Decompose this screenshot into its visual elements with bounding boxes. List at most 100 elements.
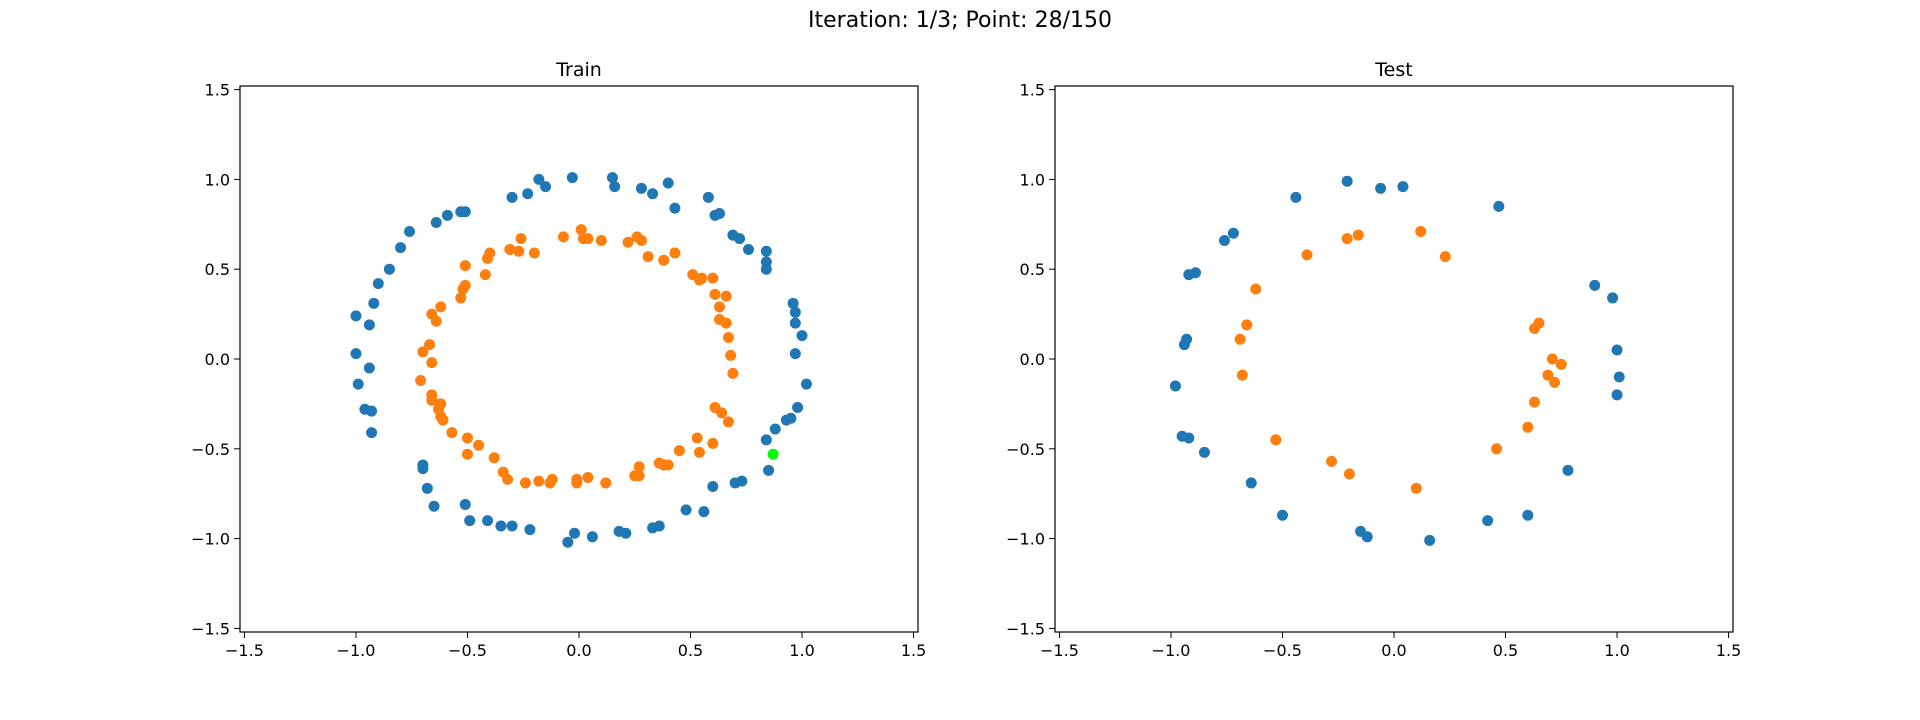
data-point-class-1 bbox=[693, 446, 705, 458]
x-tick-label: −1.0 bbox=[337, 641, 376, 660]
data-point-class-0 bbox=[566, 172, 578, 184]
data-point-class-1 bbox=[1341, 233, 1353, 245]
data-point-class-0 bbox=[459, 498, 471, 510]
data-point-class-1 bbox=[446, 427, 458, 439]
data-point-class-0 bbox=[620, 527, 632, 539]
data-point-class-0 bbox=[540, 181, 552, 193]
data-point-class-1 bbox=[622, 236, 634, 248]
data-point-class-0 bbox=[1397, 181, 1409, 193]
data-point-class-0 bbox=[1613, 371, 1625, 383]
data-point-class-0 bbox=[569, 527, 581, 539]
data-point-class-1 bbox=[582, 233, 594, 245]
data-point-class-1 bbox=[1241, 319, 1253, 331]
data-point-class-0 bbox=[760, 434, 772, 446]
axes-frame bbox=[1054, 85, 1734, 633]
data-point-class-1 bbox=[484, 247, 496, 259]
y-tick-label: 1.0 bbox=[1020, 170, 1045, 189]
data-point-class-0 bbox=[714, 208, 726, 220]
data-point-class-1 bbox=[1522, 421, 1534, 433]
data-point-class-0 bbox=[363, 319, 375, 331]
axes-title: Train bbox=[555, 59, 602, 81]
data-point-class-0 bbox=[1198, 446, 1210, 458]
data-point-class-0 bbox=[421, 482, 433, 494]
data-point-class-0 bbox=[1183, 432, 1195, 444]
x-tick-label: −0.5 bbox=[448, 641, 487, 660]
data-point-class-1 bbox=[691, 432, 703, 444]
data-point-class-1 bbox=[461, 448, 473, 460]
data-point-class-1 bbox=[479, 269, 491, 281]
x-tick-label: 0.5 bbox=[678, 641, 703, 660]
y-tick-label: 0.5 bbox=[205, 260, 230, 279]
data-point-class-0 bbox=[1493, 200, 1505, 212]
data-point-class-0 bbox=[1482, 515, 1494, 527]
data-point-class-0 bbox=[1611, 344, 1623, 356]
axes-frame bbox=[239, 85, 919, 633]
data-point-class-1 bbox=[707, 437, 719, 449]
data-point-class-0 bbox=[586, 531, 598, 543]
y-tick-label: 1.5 bbox=[205, 81, 230, 100]
data-point-class-1 bbox=[707, 272, 719, 284]
data-point-class-0 bbox=[404, 225, 415, 237]
data-point-class-1 bbox=[1270, 434, 1282, 446]
data-point-class-0 bbox=[506, 520, 518, 532]
data-point-class-1 bbox=[727, 367, 739, 379]
data-point-class-1 bbox=[696, 272, 708, 284]
data-point-class-0 bbox=[796, 330, 808, 342]
data-point-class-1 bbox=[1542, 369, 1554, 381]
data-point-class-1 bbox=[722, 416, 734, 428]
data-point-class-1 bbox=[635, 234, 647, 246]
data-point-class-1 bbox=[1533, 317, 1545, 329]
data-point-class-1 bbox=[658, 254, 670, 266]
data-point-class-0 bbox=[1562, 464, 1574, 476]
data-point-class-0 bbox=[680, 504, 692, 516]
data-point-class-0 bbox=[1522, 509, 1534, 521]
y-tick-label: −1.5 bbox=[191, 619, 230, 638]
data-point-class-0 bbox=[363, 362, 375, 374]
data-point-class-1 bbox=[1491, 443, 1503, 455]
data-point-class-0 bbox=[760, 263, 772, 275]
data-point-class-0 bbox=[763, 464, 775, 476]
x-tick-label: 0.0 bbox=[566, 641, 591, 660]
data-point-class-1 bbox=[1250, 283, 1262, 295]
data-point-class-0 bbox=[669, 202, 681, 214]
data-point-class-0 bbox=[1169, 380, 1181, 392]
data-point-class-0 bbox=[350, 310, 362, 322]
data-point-class-0 bbox=[1181, 333, 1193, 345]
data-point-class-0 bbox=[524, 524, 536, 536]
figure-title: Iteration: 1/3; Point: 28/150 bbox=[808, 8, 1112, 33]
data-point-class-1 bbox=[502, 473, 514, 485]
data-point-class-0 bbox=[350, 348, 362, 360]
y-tick-label: 1.0 bbox=[205, 170, 230, 189]
data-point-class-1 bbox=[437, 414, 449, 426]
x-tick-label: −1.5 bbox=[225, 641, 264, 660]
axes-test: Test −1.5 −1.0 −0.5 0.0 0.5 1.0 1.5 −1.5 −1.0 −0.5… bbox=[1006, 59, 1741, 660]
x-tick-label: −1.5 bbox=[1040, 641, 1079, 660]
data-point-class-1 bbox=[459, 279, 471, 291]
data-point-class-0 bbox=[428, 500, 440, 512]
data-point-class-1 bbox=[1352, 229, 1364, 241]
data-point-class-0 bbox=[352, 378, 364, 390]
data-point-class-0 bbox=[562, 536, 574, 548]
data-point-class-1 bbox=[714, 301, 726, 313]
data-point-class-0 bbox=[533, 173, 545, 185]
data-point-class-1 bbox=[600, 477, 612, 489]
data-point-class-1 bbox=[571, 477, 583, 489]
y-tick-label: 0.5 bbox=[1020, 260, 1045, 279]
data-point-class-0 bbox=[368, 297, 380, 309]
data-point-class-1 bbox=[504, 243, 516, 255]
axes-title: Test bbox=[1374, 59, 1412, 81]
data-point-class-1 bbox=[722, 331, 734, 343]
data-point-class-0 bbox=[1290, 191, 1302, 203]
data-point-class-1 bbox=[435, 301, 447, 313]
data-point-class-0 bbox=[1607, 292, 1619, 304]
x-tick-label: 0.0 bbox=[1381, 641, 1406, 660]
data-point-class-0 bbox=[787, 297, 799, 309]
data-point-class-0 bbox=[734, 233, 746, 245]
data-point-class-1 bbox=[1529, 396, 1541, 408]
y-tick-label: −1.5 bbox=[1006, 619, 1045, 638]
data-point-class-0 bbox=[1227, 227, 1239, 239]
data-point-class-1 bbox=[673, 445, 685, 457]
data-point-class-0 bbox=[366, 405, 378, 417]
data-point-class-1 bbox=[544, 477, 556, 489]
